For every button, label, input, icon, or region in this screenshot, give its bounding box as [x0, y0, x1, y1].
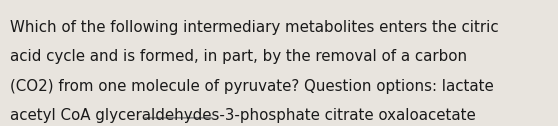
Text: (CO2) from one molecule of pyruvate? Question options: lactate: (CO2) from one molecule of pyruvate? Que…: [10, 79, 494, 94]
Text: acetyl CoA glyceraldehydes-3-phosphate citrate oxaloacetate: acetyl CoA glyceraldehydes-3-phosphate c…: [10, 108, 476, 123]
Text: Which of the following intermediary metabolites enters the citric: Which of the following intermediary meta…: [10, 20, 499, 35]
Text: acid cycle and is formed, in part, by the removal of a carbon: acid cycle and is formed, in part, by th…: [10, 49, 467, 64]
